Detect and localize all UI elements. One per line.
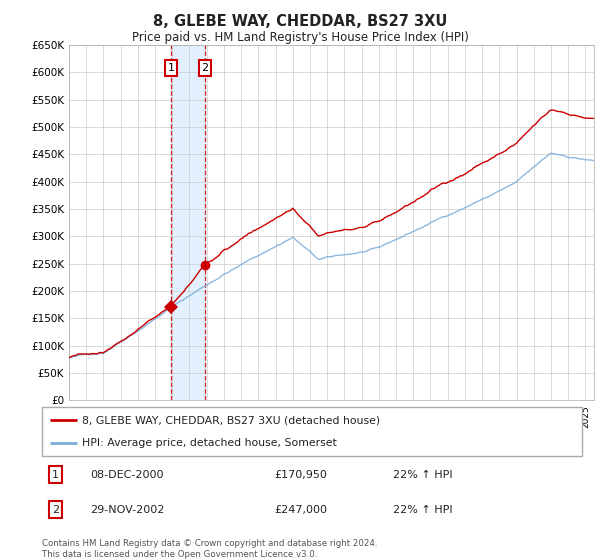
Text: 2: 2 bbox=[52, 505, 59, 515]
Bar bbox=[171, 45, 205, 400]
Text: 2: 2 bbox=[202, 63, 209, 73]
Text: 08-DEC-2000: 08-DEC-2000 bbox=[91, 470, 164, 479]
Text: £247,000: £247,000 bbox=[274, 505, 327, 515]
Text: Contains HM Land Registry data © Crown copyright and database right 2024.
This d: Contains HM Land Registry data © Crown c… bbox=[42, 539, 377, 559]
Text: 22% ↑ HPI: 22% ↑ HPI bbox=[393, 470, 452, 479]
Text: 1: 1 bbox=[52, 470, 59, 479]
Text: £170,950: £170,950 bbox=[274, 470, 327, 479]
Text: HPI: Average price, detached house, Somerset: HPI: Average price, detached house, Some… bbox=[83, 438, 337, 448]
Text: Price paid vs. HM Land Registry's House Price Index (HPI): Price paid vs. HM Land Registry's House … bbox=[131, 31, 469, 44]
Text: 8, GLEBE WAY, CHEDDAR, BS27 3XU: 8, GLEBE WAY, CHEDDAR, BS27 3XU bbox=[153, 14, 447, 29]
Text: 8, GLEBE WAY, CHEDDAR, BS27 3XU (detached house): 8, GLEBE WAY, CHEDDAR, BS27 3XU (detache… bbox=[83, 416, 380, 426]
Text: 29-NOV-2002: 29-NOV-2002 bbox=[91, 505, 165, 515]
FancyBboxPatch shape bbox=[42, 407, 582, 456]
Text: 1: 1 bbox=[167, 63, 175, 73]
Text: 22% ↑ HPI: 22% ↑ HPI bbox=[393, 505, 452, 515]
